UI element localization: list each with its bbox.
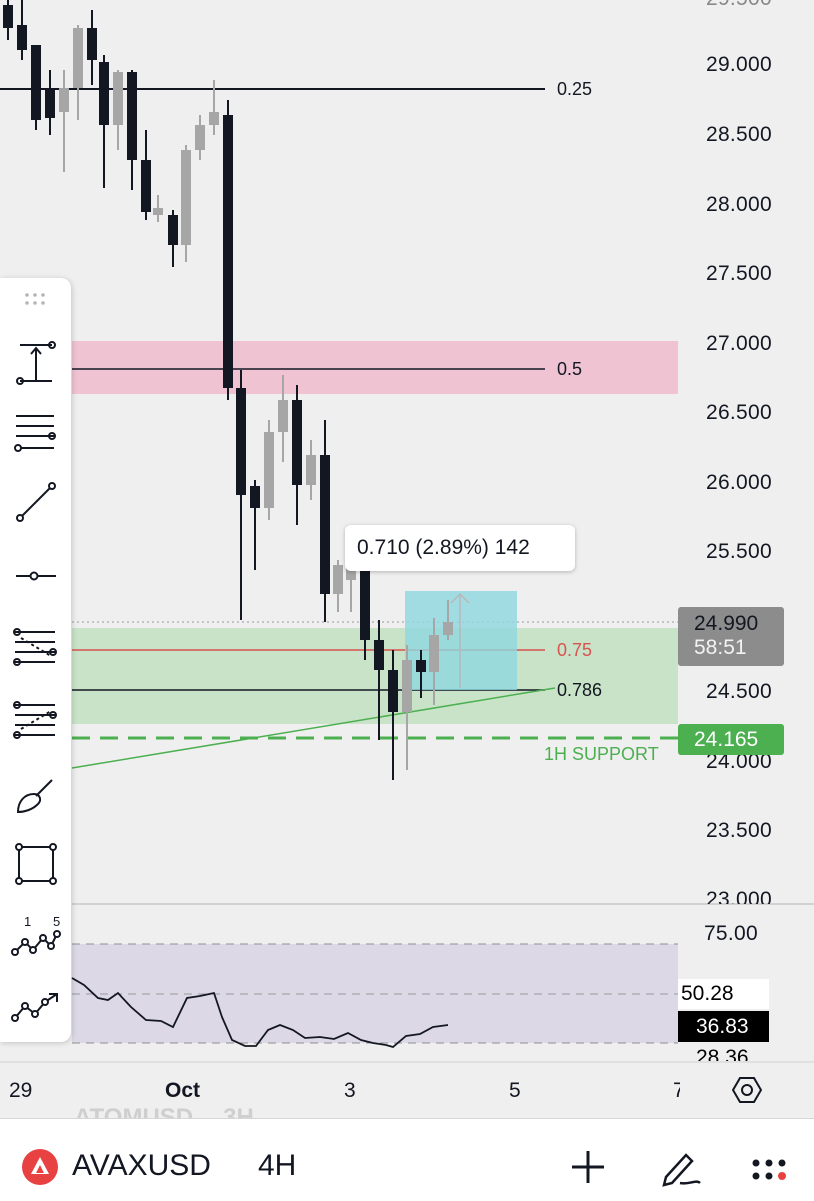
- fib-label-0786: 0.786: [557, 680, 603, 700]
- rsi-line: [71, 977, 449, 1048]
- candle-body-32: [443, 622, 453, 635]
- rsi-tick-75: 75.00: [703, 922, 758, 945]
- price-tick-28500: 28.500: [705, 123, 772, 146]
- rsi-tick-50: 50.28: [678, 979, 769, 1009]
- candle-body-31: [429, 635, 439, 672]
- candle-body-29: [402, 660, 412, 712]
- brush-icon[interactable]: [0, 766, 71, 826]
- candle-body-27: [374, 640, 384, 670]
- interval-selector[interactable]: 4H: [258, 1149, 297, 1182]
- price-tick-29000: 29.000: [705, 53, 772, 76]
- price-tick-top: 29.500: [706, 0, 772, 11]
- support-label: 1H SUPPORT: [544, 744, 659, 764]
- candle-body-24: [333, 565, 343, 594]
- candle-body-10: [141, 160, 151, 212]
- candle-body-15: [209, 112, 219, 125]
- candle-body-17: [236, 388, 246, 495]
- bottom-bar: AVAXUSD 4H: [0, 1118, 814, 1201]
- pink-zone: [72, 341, 678, 394]
- avax-logo-icon[interactable]: [22, 1149, 58, 1185]
- candle-body-1: [17, 25, 27, 50]
- candle-body-30: [416, 660, 426, 672]
- candle-body-7: [99, 62, 109, 125]
- trend-line: [71, 687, 556, 769]
- price-chart[interactable]: [0, 0, 814, 1118]
- fib-label-05: 0.5: [557, 359, 583, 379]
- fib-extension-icon[interactable]: [0, 691, 71, 751]
- price-tick-28000: 28.000: [705, 193, 772, 216]
- price-tick-25500: 25.500: [705, 540, 772, 563]
- wave-label-1: 1: [24, 914, 31, 929]
- candle-body-14: [195, 125, 205, 150]
- candle-body-19: [264, 432, 274, 508]
- candle-body-12: [168, 215, 178, 245]
- settings-icon[interactable]: [731, 1075, 763, 1110]
- x-label-7: 7: [673, 1079, 680, 1102]
- candle-body-26: [360, 545, 370, 640]
- rectangle-icon[interactable]: [0, 834, 71, 894]
- price-tick-24500: 24.500: [705, 680, 772, 703]
- current-price-tag: 24.990 58:51: [678, 607, 784, 666]
- horizontal-lines-icon[interactable]: [0, 402, 71, 462]
- x-label-5: 5: [509, 1079, 521, 1102]
- more-icon[interactable]: [750, 1157, 790, 1192]
- wave-label-5: 5: [53, 914, 60, 929]
- price-tick-24000: 24.000: [705, 750, 772, 773]
- trend-angle-icon[interactable]: [0, 331, 71, 391]
- candle-body-2: [31, 45, 41, 120]
- support-price-tag: 24.165: [678, 724, 784, 755]
- fib-label-075: 0.75: [557, 640, 593, 660]
- fib-retracement-icon[interactable]: [0, 618, 71, 678]
- pen-icon[interactable]: [660, 1147, 704, 1192]
- measure-arrow-head: [450, 592, 470, 604]
- horizontal-ray-icon[interactable]: [0, 546, 71, 606]
- candle-body-4: [59, 88, 69, 112]
- rsi-current-tag: 36.83: [678, 1011, 769, 1042]
- candle-body-22: [306, 455, 316, 485]
- candle-body-18: [250, 486, 260, 508]
- candle-body-21: [292, 400, 302, 485]
- candle-body-28: [388, 670, 398, 712]
- candle-body-3: [45, 90, 55, 118]
- price-tick-26500: 26.500: [705, 401, 772, 424]
- trend-line-icon[interactable]: [0, 472, 71, 532]
- candle-body-16: [223, 115, 233, 388]
- rsi-tick-28: 28.36: [696, 1046, 749, 1061]
- price-tick-23500: 23.500: [705, 819, 772, 842]
- candle-body-0: [3, 5, 13, 28]
- candle-body-6: [87, 28, 97, 60]
- current-price-value: 24.990: [694, 612, 759, 635]
- price-tick-26000: 26.000: [705, 471, 772, 494]
- fib-label-025: 0.25: [557, 79, 593, 99]
- candle-body-13: [181, 150, 191, 245]
- measure-box: [405, 591, 517, 690]
- candle-body-11: [153, 208, 163, 215]
- candle-body-5: [73, 28, 83, 88]
- x-label-oct: Oct: [165, 1079, 201, 1102]
- plus-icon[interactable]: [570, 1149, 606, 1190]
- candle-body-20: [278, 400, 288, 432]
- measure-tooltip: 0.710 (2.89%) 142: [345, 525, 575, 571]
- price-tick-27000: 27.000: [705, 332, 772, 355]
- x-label-29: 29: [9, 1079, 33, 1102]
- x-label-3: 3: [344, 1079, 356, 1102]
- symbol-name[interactable]: AVAXUSD: [72, 1149, 211, 1182]
- candle-body-8: [113, 72, 123, 125]
- forecast-icon[interactable]: [0, 976, 71, 1036]
- price-tick-23000: 23.000: [705, 888, 772, 904]
- drag-handle-icon[interactable]: [24, 292, 48, 311]
- price-tick-27500: 27.500: [705, 262, 772, 285]
- countdown-value: 58:51: [694, 636, 747, 659]
- candle-body-9: [127, 72, 137, 160]
- candle-body-23: [320, 455, 330, 594]
